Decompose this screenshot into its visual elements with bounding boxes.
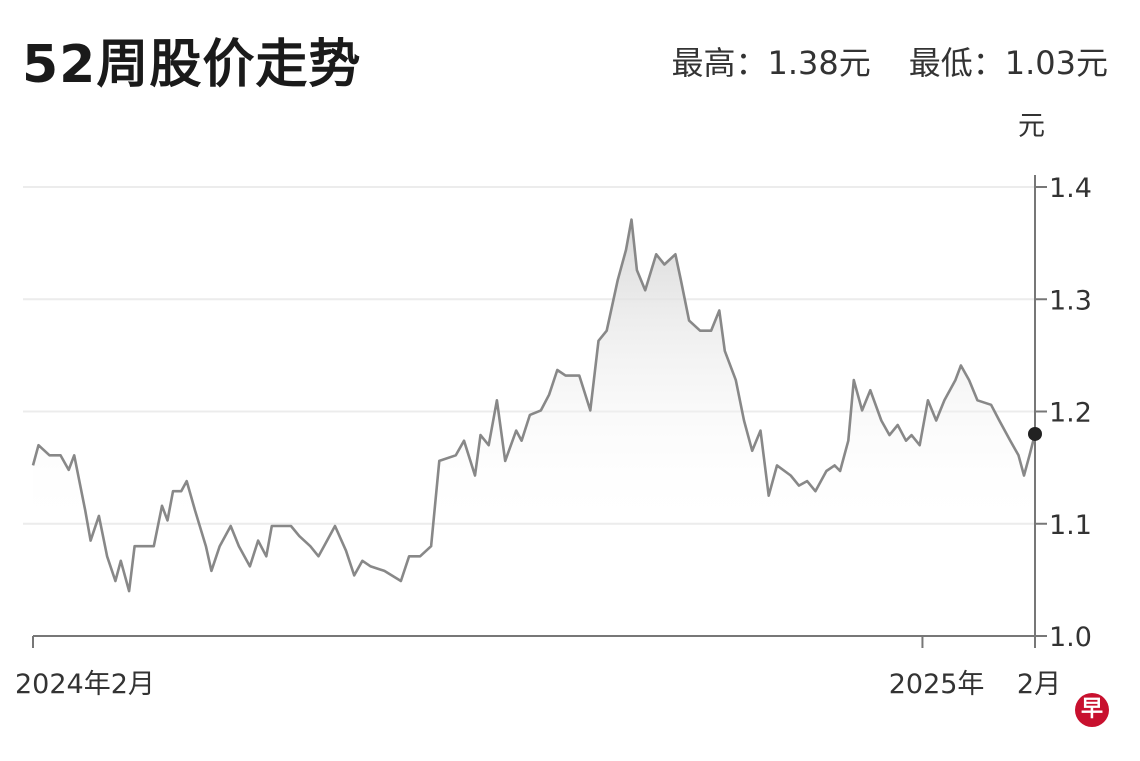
chart-title: 52周股价走势 [22, 35, 362, 95]
price-line [31, 218, 1037, 593]
y-axis-unit: 元 [1018, 111, 1045, 142]
x-tick-label: 2025年 [889, 669, 985, 700]
x-tick-label: 2024年2月 [15, 669, 155, 700]
y-tick-label: 1.0 [1049, 622, 1092, 653]
price-area [33, 219, 1035, 636]
price-range-summary: 最高：1.38元 最低：1.03元 [671, 38, 1108, 84]
y-tick-label: 1.3 [1049, 285, 1092, 316]
y-tick-label: 1.2 [1049, 398, 1092, 429]
y-tick-label: 1.1 [1049, 510, 1092, 541]
zaobao-logo: 早 [1075, 693, 1109, 727]
low-price: 最低：1.03元 [908, 44, 1108, 82]
high-price: 最高：1.38元 [671, 44, 871, 82]
x-tick-label: 2月 [1017, 669, 1061, 700]
last-price-marker [1028, 426, 1042, 441]
y-tick-label: 1.4 [1049, 173, 1092, 204]
